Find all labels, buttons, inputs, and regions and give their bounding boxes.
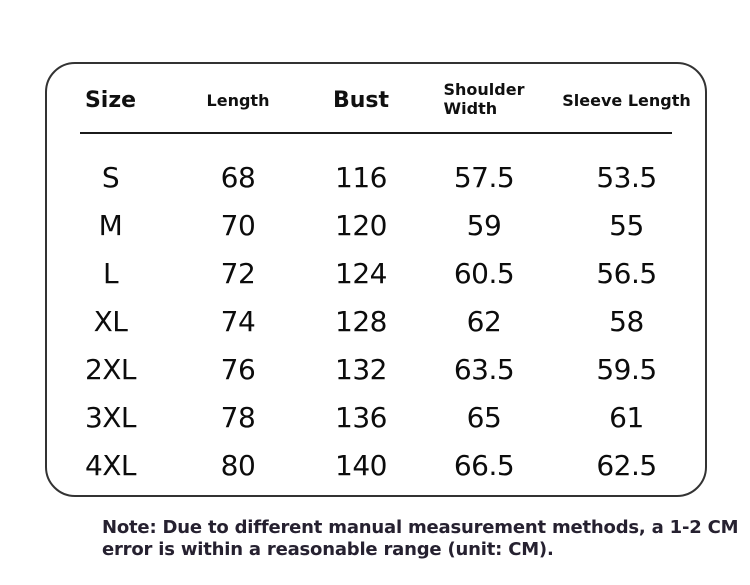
header-bust: Bust [332, 87, 390, 113]
cell-size: L [102, 256, 119, 290]
note-line1: Note: Due to different manual measuremen… [102, 517, 739, 538]
cell-sleeve: 55 [609, 208, 644, 242]
cell-sleeve: 62.5 [596, 448, 657, 482]
cell-bust: 140 [335, 448, 387, 482]
cell-bust: 136 [335, 400, 387, 434]
cell-length: 76 [220, 352, 256, 386]
cell-bust: 132 [335, 352, 387, 386]
cell-sleeve: 59.5 [596, 352, 657, 386]
cell-sleeve: 58 [609, 304, 644, 338]
header-length: Length [206, 90, 270, 110]
cell-bust: 120 [335, 208, 387, 242]
cell-size: XL [93, 304, 128, 338]
cell-shoulder: 63.5 [453, 352, 515, 386]
cell-size: 4XL [84, 448, 137, 482]
cell-sleeve: 53.5 [596, 160, 657, 194]
cell-length: 68 [220, 160, 256, 194]
cell-length: 74 [220, 304, 256, 338]
cell-bust: 124 [335, 256, 387, 290]
table-header-row: Size Length Bust Shoulder Width Sleeve L… [47, 64, 705, 132]
table-body: S 68 116 57.5 53.5 M 70 120 59 55 L 72 1… [47, 134, 705, 489]
size-chart-panel: Size Length Bust Shoulder Width Sleeve L… [45, 62, 707, 497]
cell-shoulder: 60.5 [453, 256, 515, 290]
header-divider [80, 132, 672, 134]
cell-length: 72 [220, 256, 256, 290]
header-sleeve-length: Sleeve Length [562, 90, 691, 110]
cell-length: 70 [220, 208, 256, 242]
cell-shoulder: 65 [466, 400, 502, 434]
cell-shoulder: 62 [466, 304, 502, 338]
cell-bust: 128 [335, 304, 387, 338]
cell-size: M [98, 208, 123, 242]
cell-size: S [101, 160, 120, 194]
cell-shoulder: 57.5 [453, 160, 515, 194]
note-line2: error is within a reasonable range (unit… [102, 539, 554, 560]
cell-sleeve: 61 [609, 400, 644, 434]
cell-length: 80 [220, 448, 256, 482]
header-shoulder-width: Shoulder Width [443, 80, 525, 119]
measurement-note: Note: Due to different manual measuremen… [102, 517, 739, 561]
cell-sleeve: 56.5 [596, 256, 657, 290]
cell-length: 78 [220, 400, 256, 434]
cell-size: 3XL [84, 400, 137, 434]
cell-shoulder: 66.5 [453, 448, 515, 482]
cell-shoulder: 59 [466, 208, 502, 242]
header-shoulder-line1: Shoulder [443, 80, 525, 100]
cell-bust: 116 [335, 160, 387, 194]
header-shoulder-line2: Width [443, 99, 498, 118]
cell-size: 2XL [84, 352, 137, 386]
header-size: Size [84, 87, 137, 113]
